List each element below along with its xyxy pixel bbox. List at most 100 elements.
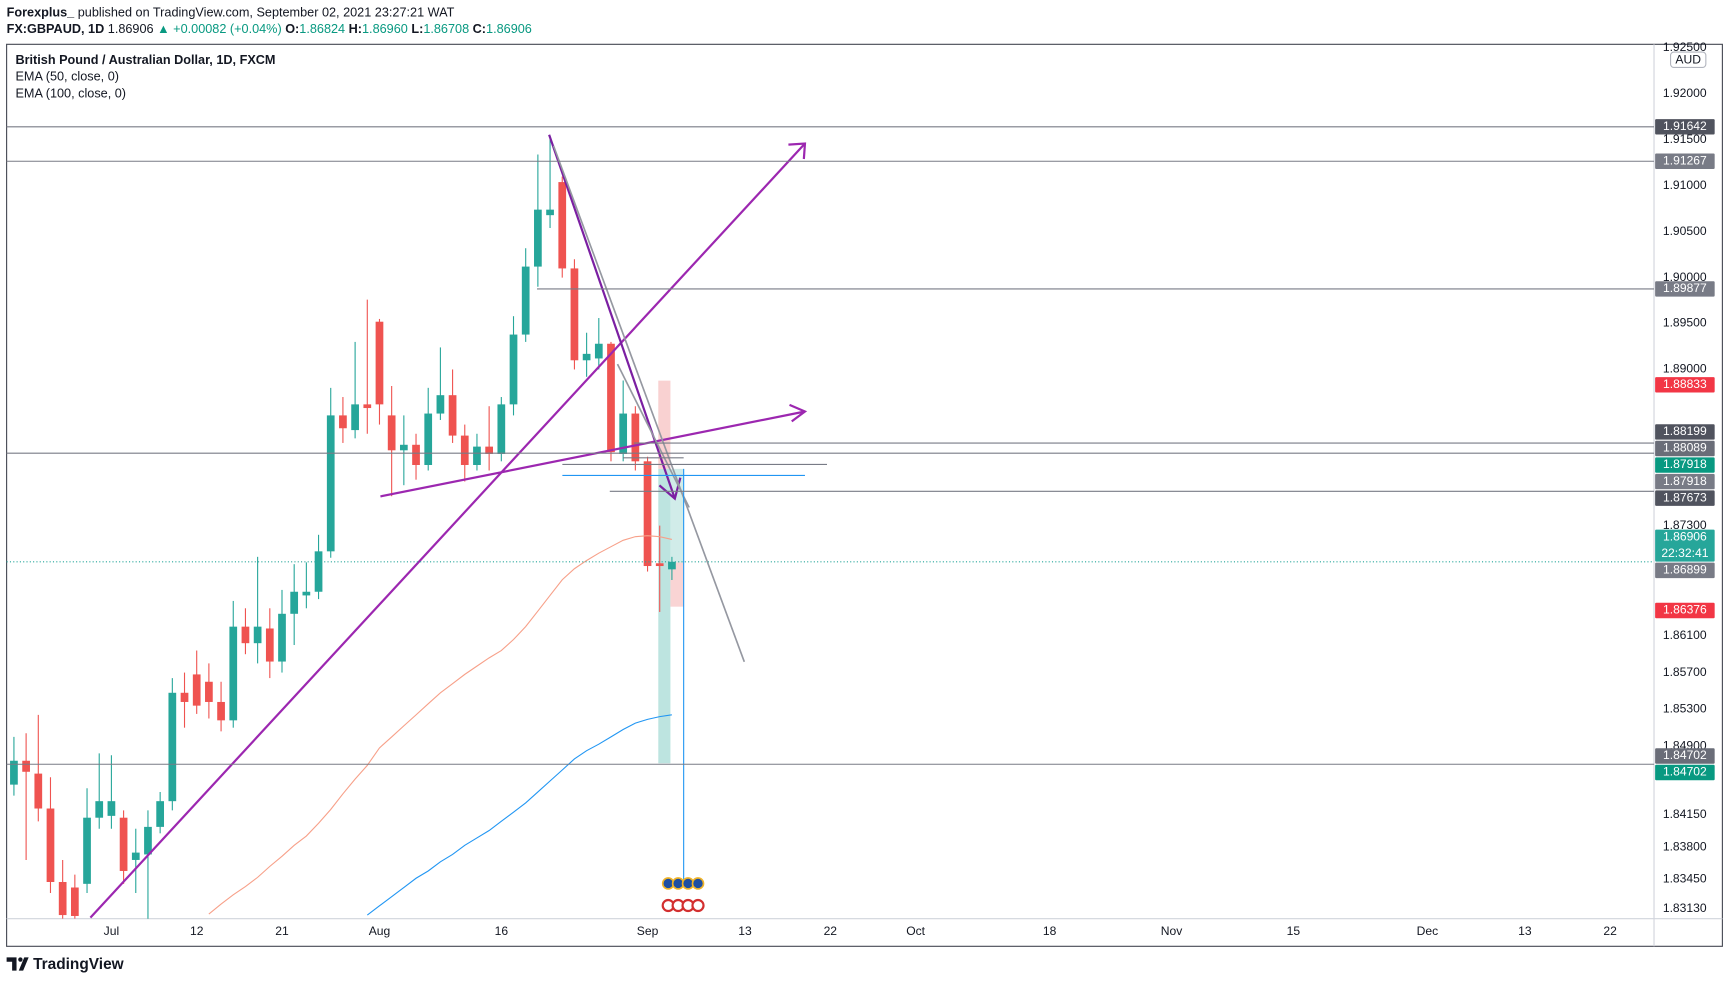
x-tick-label: 22: [824, 924, 838, 938]
footer-logo: [6, 957, 29, 971]
candle-body: [326, 415, 335, 552]
candle-body: [558, 182, 567, 269]
x-tick-label: Nov: [1161, 924, 1183, 938]
x-tick-label: Aug: [369, 924, 391, 938]
price-tag-label: 1.88199: [1663, 424, 1707, 438]
price-tag: [1655, 529, 1715, 562]
price-tag-label: 1.91642: [1663, 119, 1707, 133]
candle-body: [619, 413, 628, 454]
candle-body: [339, 415, 347, 429]
drawings: [89, 134, 828, 919]
candle-body: [34, 773, 43, 809]
price-tag: [1655, 764, 1715, 781]
candle-body: [582, 353, 591, 361]
candle-body: [70, 887, 79, 916]
x-tick-label: 21: [275, 924, 289, 938]
change: ▲ +0.00082 (+0.04%): [157, 22, 282, 36]
x-tick-label: Jul: [104, 924, 119, 938]
candle-body: [95, 801, 104, 818]
price-tag: [1655, 490, 1715, 506]
price-tag: [1655, 602, 1715, 619]
ohlc-key: C:: [473, 22, 486, 36]
x-tick-label: 22: [1603, 924, 1617, 938]
chart-title: British Pound / Australian Dollar, 1D, F…: [15, 53, 275, 67]
price-tag: [1655, 119, 1715, 135]
candle-body: [192, 674, 201, 706]
candle-body: [546, 209, 554, 216]
candle-body: [205, 681, 213, 702]
legend-entry: EMA (100, close, 0): [15, 86, 126, 100]
price-tag-label: 1.91267: [1663, 153, 1707, 167]
logo-dot: [18, 957, 23, 962]
price-tag-label: 1.86906: [1663, 530, 1707, 544]
y-tick-label: 1.85700: [1663, 665, 1707, 679]
x-tick-label: 15: [1287, 924, 1301, 938]
candle-body: [399, 444, 408, 451]
candle-body: [375, 321, 384, 405]
author: Forexplus_: [7, 6, 76, 20]
ohlc-key: L:: [411, 22, 423, 36]
candle-body: [10, 760, 18, 785]
symbol: FX:GBPAUD, 1D: [7, 22, 105, 36]
price-tag-label: 1.89877: [1663, 281, 1707, 295]
candle-body: [46, 808, 55, 882]
price-tag: [1655, 281, 1715, 297]
candle-body: [521, 266, 530, 335]
candle-body: [278, 613, 286, 662]
x-tick-label: 18: [1043, 924, 1057, 938]
y-tick-label: 1.86100: [1663, 628, 1707, 642]
candle-body: [180, 692, 189, 702]
y-tick-label: 1.91000: [1663, 178, 1707, 192]
ohlc-value: 1.86960: [362, 22, 408, 36]
price-tag: [1655, 562, 1715, 579]
price-tag-label: 1.87673: [1663, 490, 1707, 504]
x-tick-label: Oct: [906, 924, 925, 938]
candle-body: [229, 626, 238, 721]
candle-body: [387, 415, 396, 451]
price-tag-label: 1.87918: [1663, 474, 1707, 488]
candle-body: [241, 626, 250, 644]
logo-mark: [6, 957, 29, 971]
price-tag-label: 1.88833: [1663, 377, 1707, 391]
brand: TradingView: [33, 956, 125, 973]
trend-line: [89, 142, 806, 919]
event-icons: [661, 877, 705, 913]
trend-line: [616, 363, 690, 508]
position-target: [658, 468, 671, 764]
y-tick-label: 1.89000: [1663, 362, 1707, 376]
candle-body: [302, 591, 311, 596]
price-tag: [1655, 473, 1715, 490]
trend-line: [552, 145, 746, 663]
event-icon: [691, 877, 705, 890]
candle-body: [424, 413, 433, 465]
candle-body: [436, 395, 445, 414]
candle-body: [363, 404, 372, 409]
candle-body: [290, 591, 299, 614]
candle-body: [668, 561, 676, 570]
x-tick-label: 16: [495, 924, 509, 938]
candle-body: [265, 628, 274, 662]
price-tag-label: 1.88089: [1663, 441, 1707, 455]
candle-body: [58, 881, 67, 916]
candle-body: [131, 852, 140, 860]
candle-body: [168, 692, 177, 802]
x-tick-label: Sep: [637, 924, 659, 938]
price-tag-label: 1.86376: [1663, 603, 1707, 617]
candle-body: [473, 446, 481, 465]
candle-body: [594, 343, 603, 359]
candle-body: [107, 801, 116, 816]
x-tick-label: Dec: [1417, 924, 1439, 938]
position-stop: [670, 562, 684, 607]
y-tick-label: 1.92000: [1663, 86, 1707, 100]
y-tick-label: 1.89500: [1663, 316, 1707, 330]
price-tag: [1655, 424, 1715, 440]
candle-body: [119, 817, 128, 871]
price: 1.86906: [108, 22, 154, 36]
x-tick-label: 13: [1518, 924, 1532, 938]
y-tick-label: 1.84150: [1663, 807, 1707, 821]
price-tag: [1655, 377, 1715, 393]
legend-entry: EMA (50, close, 0): [15, 70, 119, 84]
